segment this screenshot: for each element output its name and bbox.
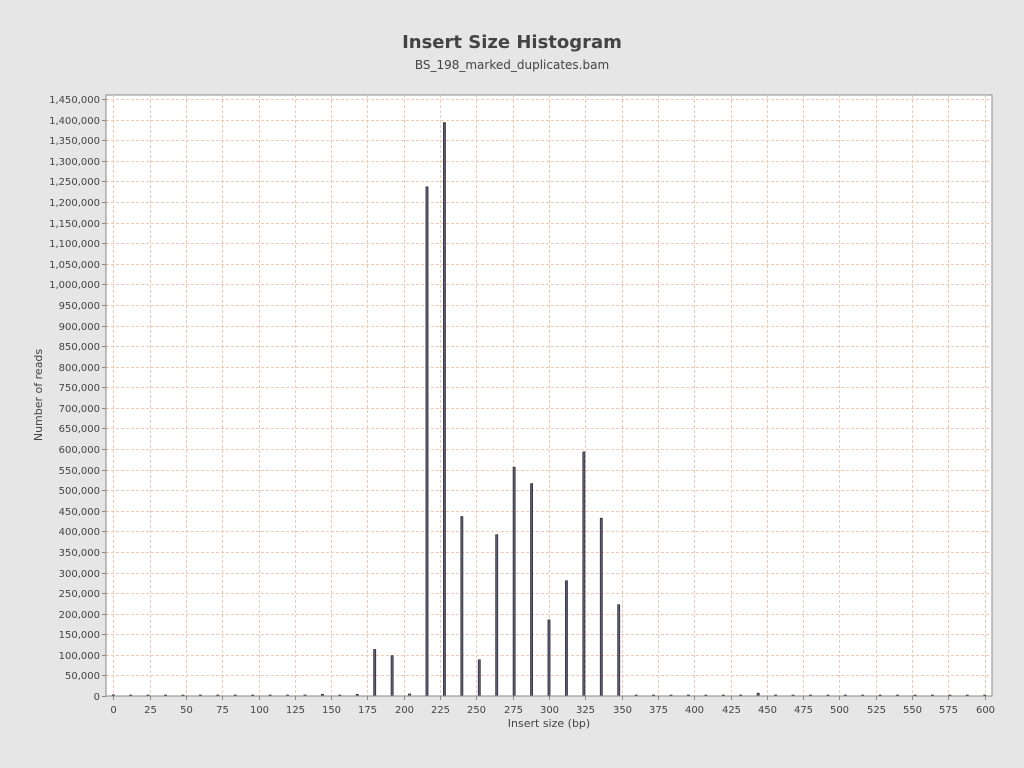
x-tick-label: 400: [685, 705, 704, 716]
histogram-bar: [460, 516, 464, 697]
x-tick-label: 575: [939, 705, 958, 716]
y-tick-label: 750,000: [59, 383, 100, 394]
y-axis-label: Number of reads: [32, 349, 45, 442]
x-tick-label: 50: [180, 705, 193, 716]
y-tick-label: 400,000: [59, 527, 100, 538]
y-tick-label: 300,000: [59, 569, 100, 580]
y-tick-label: 50,000: [65, 671, 100, 682]
x-tick-label: 125: [286, 705, 305, 716]
x-tick-label: 300: [540, 705, 559, 716]
y-tick-label: 1,400,000: [49, 116, 100, 127]
x-tick-label: 325: [576, 705, 595, 716]
chart-subtitle: BS_198_marked_duplicates.bam: [415, 58, 609, 72]
histogram-bar: [565, 580, 568, 697]
y-ticks: 0 50,000 100,000 150,000 200,000 250,000 300,0…: [49, 95, 106, 703]
x-tick-label: 275: [504, 705, 523, 716]
histogram-bar: [425, 186, 429, 697]
x-tick-label: 100: [250, 705, 269, 716]
x-tick-label: 550: [903, 705, 922, 716]
x-tick-label: 375: [649, 705, 668, 716]
x-tick-label: 600: [976, 705, 995, 716]
y-tick-label: 850,000: [59, 342, 100, 353]
y-tick-label: 200,000: [59, 610, 100, 621]
x-tick-label: 450: [758, 705, 777, 716]
histogram-bar: [373, 649, 377, 697]
x-tick-label: 200: [395, 705, 414, 716]
x-tick-label: 350: [613, 705, 632, 716]
x-ticks: 0 25 50 75 100 125 150 175 200 225 250 275 300 325 350…: [110, 696, 995, 716]
x-tick-label: 175: [358, 705, 377, 716]
x-axis-label: Insert size (bp): [508, 717, 590, 730]
y-tick-label: 1,100,000: [49, 239, 100, 250]
x-tick-label: 25: [144, 705, 157, 716]
histogram-bar: [599, 517, 603, 697]
histogram-bar: [390, 655, 394, 697]
y-tick-label: 450,000: [59, 507, 100, 518]
y-tick-label: 1,200,000: [49, 198, 100, 209]
x-tick-label: 75: [216, 705, 229, 716]
y-tick-label: 1,350,000: [49, 136, 100, 147]
x-tick-label: 475: [794, 705, 813, 716]
y-tick-label: 1,250,000: [49, 177, 100, 188]
y-tick-label: 1,300,000: [49, 157, 100, 168]
x-tick-label: 525: [867, 705, 886, 716]
y-tick-label: 500,000: [59, 486, 100, 497]
y-tick-label: 1,050,000: [49, 260, 100, 271]
y-tick-label: 600,000: [59, 445, 100, 456]
histogram-bar: [530, 483, 533, 697]
grid-lines: [106, 95, 992, 696]
y-tick-label: 150,000: [59, 630, 100, 641]
y-tick-label: 1,000,000: [49, 280, 100, 291]
y-tick-label: 250,000: [59, 589, 100, 600]
y-tick-label: 800,000: [59, 363, 100, 374]
histogram-bar: [443, 122, 446, 697]
y-tick-label: 950,000: [59, 301, 100, 312]
y-tick-label: 1,150,000: [49, 219, 100, 230]
y-tick-label: 650,000: [59, 424, 100, 435]
y-tick-label: 550,000: [59, 466, 100, 477]
y-tick-label: 0: [94, 692, 100, 703]
histogram-bar: [582, 451, 586, 697]
x-tick-label: 425: [722, 705, 741, 716]
y-tick-label: 1,450,000: [49, 95, 100, 106]
x-tick-label: 150: [322, 705, 341, 716]
histogram-bar: [495, 534, 499, 697]
histogram-bar: [477, 659, 481, 697]
y-tick-label: 900,000: [59, 322, 100, 333]
x-tick-label: 250: [467, 705, 486, 716]
x-tick-label: 0: [110, 705, 116, 716]
chart-title: Insert Size Histogram: [402, 32, 622, 53]
x-tick-label: 225: [431, 705, 450, 716]
histogram-bar: [617, 604, 621, 697]
y-tick-label: 350,000: [59, 548, 100, 559]
y-tick-label: 700,000: [59, 404, 100, 415]
histogram-bar: [547, 619, 551, 697]
y-tick-label: 100,000: [59, 651, 100, 662]
histogram-bar: [512, 466, 516, 697]
x-tick-label: 500: [830, 705, 849, 716]
